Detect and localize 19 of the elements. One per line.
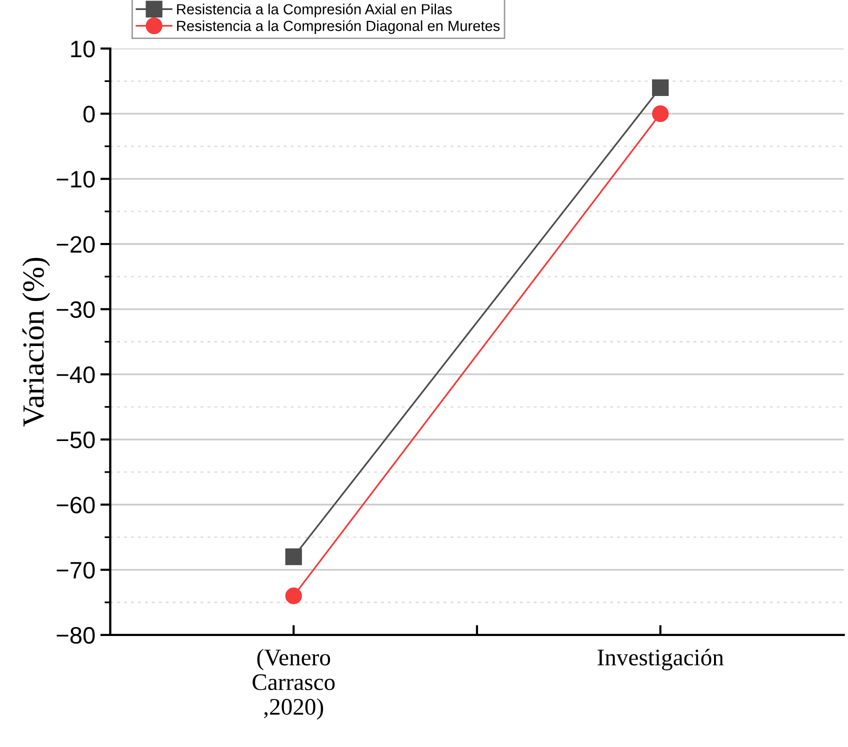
legend-label: Resistencia a la Compresión Diagonal en Muretes (177, 20, 500, 34)
x-tick-label: (Venero Carrasco ,2020) (252, 648, 335, 720)
y-tick-label: −70 (56, 562, 95, 579)
point (652, 105, 669, 122)
y-tick-label: −40 (56, 366, 95, 384)
y-tick-label: 0 (83, 106, 95, 122)
y-tick-label: −30 (56, 301, 95, 318)
y-tick-label: −80 (56, 627, 95, 644)
y-tick-label: 10 (71, 40, 95, 58)
point (285, 548, 302, 566)
point (285, 588, 302, 604)
y-tick-label: −50 (56, 432, 95, 448)
x-tick-label: Investigación (598, 648, 724, 670)
y-axis-title: Variación (%) (22, 258, 50, 427)
y-tick-label: −60 (56, 496, 95, 514)
legend-label: Resistencia a la Compresión Axial en Pilas (177, 4, 452, 18)
y-tick-label: −10 (56, 170, 95, 188)
point (652, 79, 669, 96)
y-tick-label: −20 (56, 236, 95, 253)
